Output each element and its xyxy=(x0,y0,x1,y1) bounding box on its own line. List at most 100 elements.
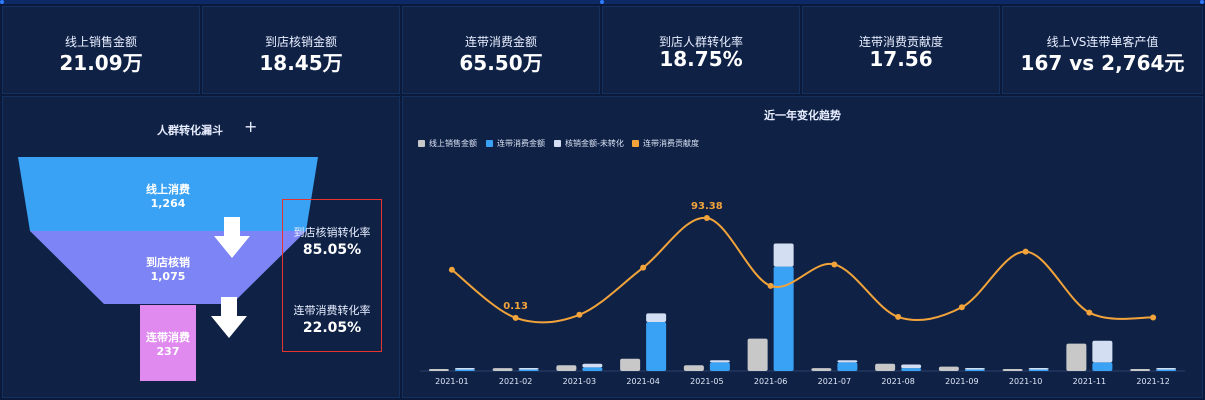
kpi-value: 18.45万 xyxy=(259,51,343,75)
stage-name: 线上消费 xyxy=(146,183,190,196)
bar-joint-consumption xyxy=(773,266,794,371)
x-tick-label: 2021-09 xyxy=(945,377,978,386)
down-arrow-icon xyxy=(214,217,250,258)
kpi-label: 线上VS连带单客产值 xyxy=(1046,35,1159,49)
kpi-value: 65.50万 xyxy=(459,51,543,75)
rate-value: 85.05% xyxy=(302,242,362,258)
stage-name: 到店核销 xyxy=(146,256,190,269)
bar-online-sales xyxy=(1130,369,1151,371)
kpi-card-conversion-rate: 到店人群转化率 18.75% xyxy=(602,6,800,94)
joint-conversion-rate: 连带消费转化率 22.05% xyxy=(283,302,381,336)
stage-name: 连带消费 xyxy=(146,331,190,344)
kpi-card-contribution: 连带消费贡献度 17.56 xyxy=(802,6,1000,94)
x-tick-label: 2021-08 xyxy=(881,377,914,386)
kpi-value: 21.09万 xyxy=(59,51,143,75)
line-point xyxy=(767,282,774,289)
x-tick-label: 2021-05 xyxy=(690,377,723,386)
x-tick-label: 2021-06 xyxy=(754,377,787,386)
bar-joint-consumption xyxy=(518,369,539,371)
stage-value: 237 xyxy=(156,345,180,358)
line-point xyxy=(640,264,647,271)
stage-value: 1,264 xyxy=(150,197,186,210)
bar-online-sales xyxy=(620,358,641,371)
data-label: 93.38 xyxy=(691,201,723,212)
legend-label: 核销金额-未转化 xyxy=(565,139,624,148)
bar-joint-consumption xyxy=(646,322,667,371)
bar-unconverted xyxy=(518,368,539,370)
corner-dot xyxy=(0,0,4,4)
bar-unconverted xyxy=(1156,368,1177,370)
legend-item[interactable]: 线上销售金额 xyxy=(418,138,477,149)
bar-unconverted xyxy=(964,368,985,370)
bar-online-sales xyxy=(1002,369,1023,371)
kpi-value: 17.56 xyxy=(869,47,933,71)
legend-swatch xyxy=(486,140,493,147)
legend-item[interactable]: 连带消费贡献度 xyxy=(632,138,699,149)
center-dot xyxy=(600,0,604,4)
funnel-label-store: 到店核销 1,075 xyxy=(118,254,218,283)
bar-unconverted xyxy=(901,364,922,369)
bar-unconverted xyxy=(773,243,794,267)
stage-value: 1,075 xyxy=(150,270,186,283)
bar-joint-consumption xyxy=(901,368,922,371)
bar-unconverted xyxy=(709,360,730,363)
legend-swatch xyxy=(554,140,561,147)
legend-item[interactable]: 核销金额-未转化 xyxy=(554,138,624,149)
line-point xyxy=(895,313,902,320)
bar-online-sales xyxy=(1066,343,1087,371)
funnel-stage-online xyxy=(18,157,318,231)
bar-joint-consumption xyxy=(454,369,475,371)
kpi-label: 到店人群转化率 xyxy=(658,35,743,49)
rate-value: 22.05% xyxy=(302,320,362,336)
bar-unconverted xyxy=(1092,340,1113,363)
conversion-rate-highlight-box: 到店核销转化率 85.05% 连带消费转化率 22.05% xyxy=(282,199,382,352)
corner-dot xyxy=(1200,0,1204,4)
line-point xyxy=(831,261,838,268)
line-point xyxy=(576,311,583,318)
bar-joint-consumption xyxy=(964,369,985,371)
bar-joint-consumption xyxy=(582,367,603,371)
x-tick-label: 2021-12 xyxy=(1136,377,1169,386)
bar-joint-consumption xyxy=(709,362,730,371)
bar-unconverted xyxy=(454,368,475,370)
legend-item[interactable]: 连带消费金额 xyxy=(486,138,545,149)
x-tick-label: 2021-10 xyxy=(1009,377,1042,386)
line-point xyxy=(1086,309,1093,316)
legend-swatch xyxy=(632,140,639,147)
line-contribution xyxy=(451,216,1154,324)
data-label: 0.13 xyxy=(503,301,528,312)
line-point xyxy=(1022,248,1029,255)
bar-online-sales xyxy=(875,363,896,371)
legend-swatch xyxy=(418,140,425,147)
line-point xyxy=(448,266,455,273)
bar-joint-consumption xyxy=(1028,369,1049,371)
bar-joint-consumption xyxy=(1092,362,1113,371)
kpi-label: 到店核销金额 xyxy=(264,35,337,49)
kpi-label: 连带消费金额 xyxy=(464,35,537,49)
kpi-label: 线上销售金额 xyxy=(64,35,137,49)
bar-online-sales xyxy=(492,368,513,371)
funnel-label-joint: 连带消费 237 xyxy=(138,329,198,358)
expand-icon[interactable]: + xyxy=(244,117,258,136)
trend-title: 近一年变化趋势 xyxy=(764,109,841,122)
x-tick-label: 2021-03 xyxy=(563,377,596,386)
down-arrow-icon xyxy=(211,297,247,338)
funnel-label-online: 线上消费 1,264 xyxy=(118,181,218,210)
bar-online-sales xyxy=(938,366,959,371)
bar-online-sales xyxy=(428,369,449,371)
kpi-card-online-sales: 线上销售金额 21.09万 xyxy=(2,6,200,94)
x-tick-label: 2021-07 xyxy=(818,377,851,386)
kpi-label: 连带消费贡献度 xyxy=(858,35,943,49)
trend-chart: 2021-01 2021-02 2021-03 2021-04 2021-05 2021-… xyxy=(420,201,1185,386)
bar-online-sales xyxy=(683,365,704,371)
kpi-value: 167 vs 2,764元 xyxy=(1020,51,1185,75)
line-point xyxy=(703,215,710,221)
rate-label: 连带消费转化率 xyxy=(293,304,371,317)
store-conversion-rate: 到店核销转化率 85.05% xyxy=(283,224,381,258)
funnel-stage-joint xyxy=(140,305,196,381)
legend-label: 连带消费贡献度 xyxy=(643,139,699,148)
bar-joint-consumption xyxy=(1156,369,1177,371)
x-tick-label: 2021-02 xyxy=(499,377,532,386)
kpi-row: 线上销售金额 21.09万 到店核销金额 18.45万 连带消费金额 65.50… xyxy=(0,6,1205,96)
rate-label: 到店核销转化率 xyxy=(293,226,371,239)
